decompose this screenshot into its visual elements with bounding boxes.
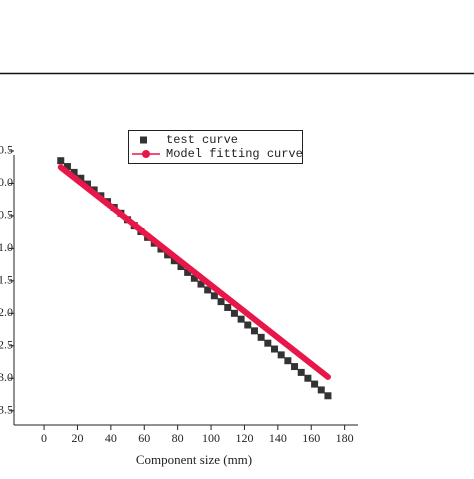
- x-tick-label: 40: [105, 431, 117, 445]
- test-point: [257, 333, 265, 341]
- x-tick-label: 80: [172, 431, 184, 445]
- x-tick-label: 120: [235, 431, 253, 445]
- y-tick-label: 0.5: [0, 143, 13, 157]
- test-point: [297, 368, 305, 376]
- x-tick-label: 0: [41, 431, 47, 445]
- x-tick-label: 140: [269, 431, 287, 445]
- legend-marker: [140, 136, 147, 144]
- legend-label: Model fitting curve: [166, 147, 303, 161]
- y-tick-label: 0.0: [0, 175, 13, 189]
- test-point: [277, 351, 285, 359]
- x-tick-label: 100: [202, 431, 220, 445]
- legend-label: test curve: [166, 133, 238, 147]
- test-point: [177, 263, 185, 271]
- y-tick-label: -1.5: [0, 273, 13, 287]
- x-axis-label: Component size (mm): [136, 452, 252, 467]
- test-point: [317, 386, 325, 394]
- test-point: [57, 157, 65, 165]
- test-point: [63, 163, 71, 171]
- test-point: [250, 327, 258, 335]
- x-tick-label: 160: [302, 431, 320, 445]
- legend-marker: [142, 150, 150, 158]
- y-tick-label: -1.0: [0, 240, 13, 254]
- y-tick-label: -2.0: [0, 305, 13, 319]
- y-tick-label: -3.0: [0, 370, 13, 384]
- test-point: [83, 180, 91, 188]
- test-point: [291, 363, 299, 371]
- test-point: [284, 357, 292, 365]
- test-point: [70, 168, 78, 176]
- test-point: [197, 280, 205, 288]
- test-point: [217, 298, 225, 306]
- test-point: [304, 374, 312, 382]
- y-tick-label: -2.5: [0, 338, 13, 352]
- test-point: [210, 292, 218, 300]
- test-point: [264, 339, 272, 347]
- test-point: [244, 321, 252, 329]
- test-point: [77, 174, 85, 182]
- test-point: [204, 286, 212, 294]
- test-point: [237, 315, 245, 323]
- y-tick-label: -0.5: [0, 208, 13, 222]
- x-tick-label: 20: [71, 431, 83, 445]
- test-point: [324, 392, 332, 400]
- test-point: [271, 345, 279, 353]
- test-point: [170, 257, 178, 265]
- test-point: [311, 380, 319, 388]
- y-tick-label: -3.5: [0, 402, 13, 416]
- test-point: [190, 274, 198, 282]
- model-line: [57, 164, 331, 380]
- test-point: [230, 309, 238, 317]
- x-tick-label: 180: [336, 431, 354, 445]
- test-point: [184, 268, 192, 276]
- test-point: [224, 303, 232, 311]
- legend-box: [128, 130, 303, 164]
- x-tick-label: 60: [138, 431, 150, 445]
